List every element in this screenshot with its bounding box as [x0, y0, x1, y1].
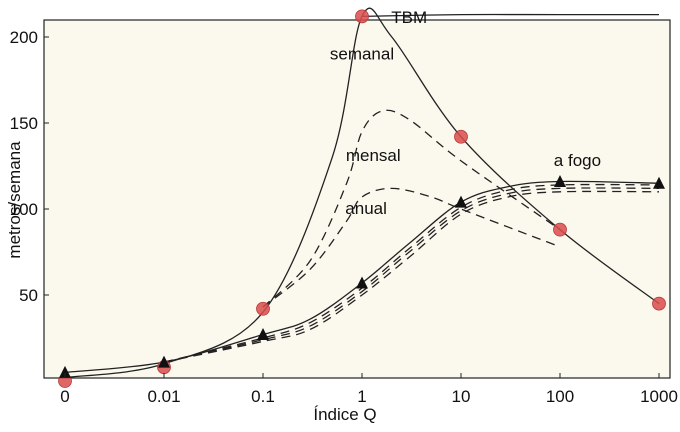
marker-layer: [58, 9, 666, 388]
series-line-semanal: [361, 13, 659, 18]
x-axis-title: Índice Q: [313, 405, 376, 424]
a-fogo-marker: [554, 174, 566, 187]
y-tick-label: 200: [10, 28, 38, 47]
series-layer: [64, 7, 660, 379]
a-fogo-marker: [653, 176, 665, 189]
x-tick-label: 0: [60, 387, 69, 406]
x-tick-label: 100: [546, 387, 574, 406]
series-label: anual: [345, 199, 387, 218]
tbm-marker: [454, 129, 468, 144]
series-line-unnamed-6: [163, 187, 660, 363]
y-tick-label: 100: [10, 200, 38, 219]
y-ticks: 50 100 150 200: [10, 28, 49, 305]
series-label: a fogo: [554, 151, 601, 170]
series-line-mensal: [262, 109, 561, 308]
tbm-marker: [355, 9, 369, 24]
annotations: TBM semanal mensal anual a fogo: [330, 8, 601, 218]
x-tick-label: 1000: [640, 387, 678, 406]
a-fogo-marker: [257, 328, 269, 341]
series-label: mensal: [346, 146, 401, 165]
series-line-unnamed-5: [163, 183, 660, 363]
series-line-unnamed-7: [163, 190, 660, 363]
series-label: semanal: [330, 44, 394, 63]
x-tick-label: 1: [357, 387, 366, 406]
series-label: TBM: [391, 8, 427, 27]
x-tick-label: 0.1: [251, 387, 275, 406]
x-tick-label: 10: [452, 387, 471, 406]
a-fogo-marker: [455, 195, 467, 208]
tbm-marker: [553, 222, 567, 237]
x-tick-label: 0.01: [147, 387, 180, 406]
series-line-anual: [262, 187, 561, 308]
tbm-marker: [652, 296, 666, 311]
y-tick-label: 50: [19, 286, 38, 305]
tbm-marker: [256, 301, 270, 316]
y-axis-title: metros/semana: [5, 141, 24, 259]
x-ticks: 0 0.01 0.1 1 10 100 1000: [60, 373, 678, 406]
y-tick-label: 150: [10, 114, 38, 133]
plot-area: [43, 19, 671, 379]
a-fogo-marker: [356, 276, 368, 289]
a-fogo-marker: [158, 355, 170, 368]
a-fogo-marker: [59, 365, 71, 378]
